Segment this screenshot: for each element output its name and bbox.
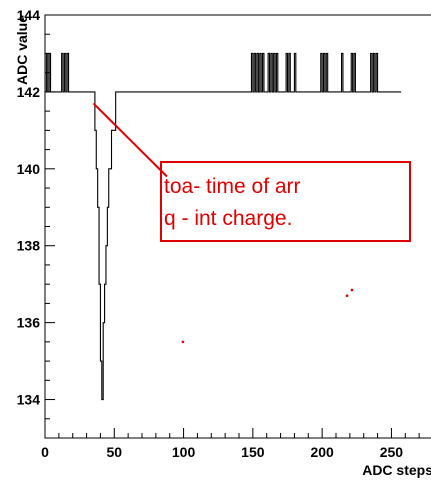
annotation-line-2: q - int charge. — [164, 207, 292, 230]
y-tick-label: 138 — [17, 238, 41, 254]
y-tick-label: 134 — [17, 392, 41, 408]
series-layer — [45, 52, 402, 401]
x-tick-label: 250 — [380, 444, 404, 460]
x-tick-label: 100 — [172, 444, 196, 460]
annotation-line-1: toa- time of arr — [164, 175, 301, 198]
annotation-dot — [350, 288, 354, 292]
y-tick-label: 142 — [17, 84, 41, 100]
annotation-box — [160, 161, 411, 242]
x-tick-label: 150 — [241, 444, 265, 460]
x-axis-ticks: 0 50 100 150 200 250 — [41, 428, 420, 460]
series-line — [45, 52, 402, 401]
x-tick-label: 200 — [310, 444, 334, 460]
y-axis-title: ADC value — [14, 15, 30, 85]
y-tick-label: 140 — [17, 161, 41, 177]
x-axis-title: ADC steps — [362, 462, 431, 478]
annotation-layer: toa- time of arr q - int charge. — [92, 102, 411, 344]
y-tick-label: 136 — [17, 315, 41, 331]
x-tick-label: 50 — [106, 444, 122, 460]
annotation-dot — [181, 340, 185, 344]
y-axis-ticks: 134 136 138 140 142 144 — [17, 7, 55, 439]
y-tick-label: 144 — [17, 7, 41, 23]
x-tick-label: 0 — [41, 444, 49, 460]
annotation-pointer-line — [92, 102, 168, 178]
annotation-dot — [345, 294, 349, 298]
